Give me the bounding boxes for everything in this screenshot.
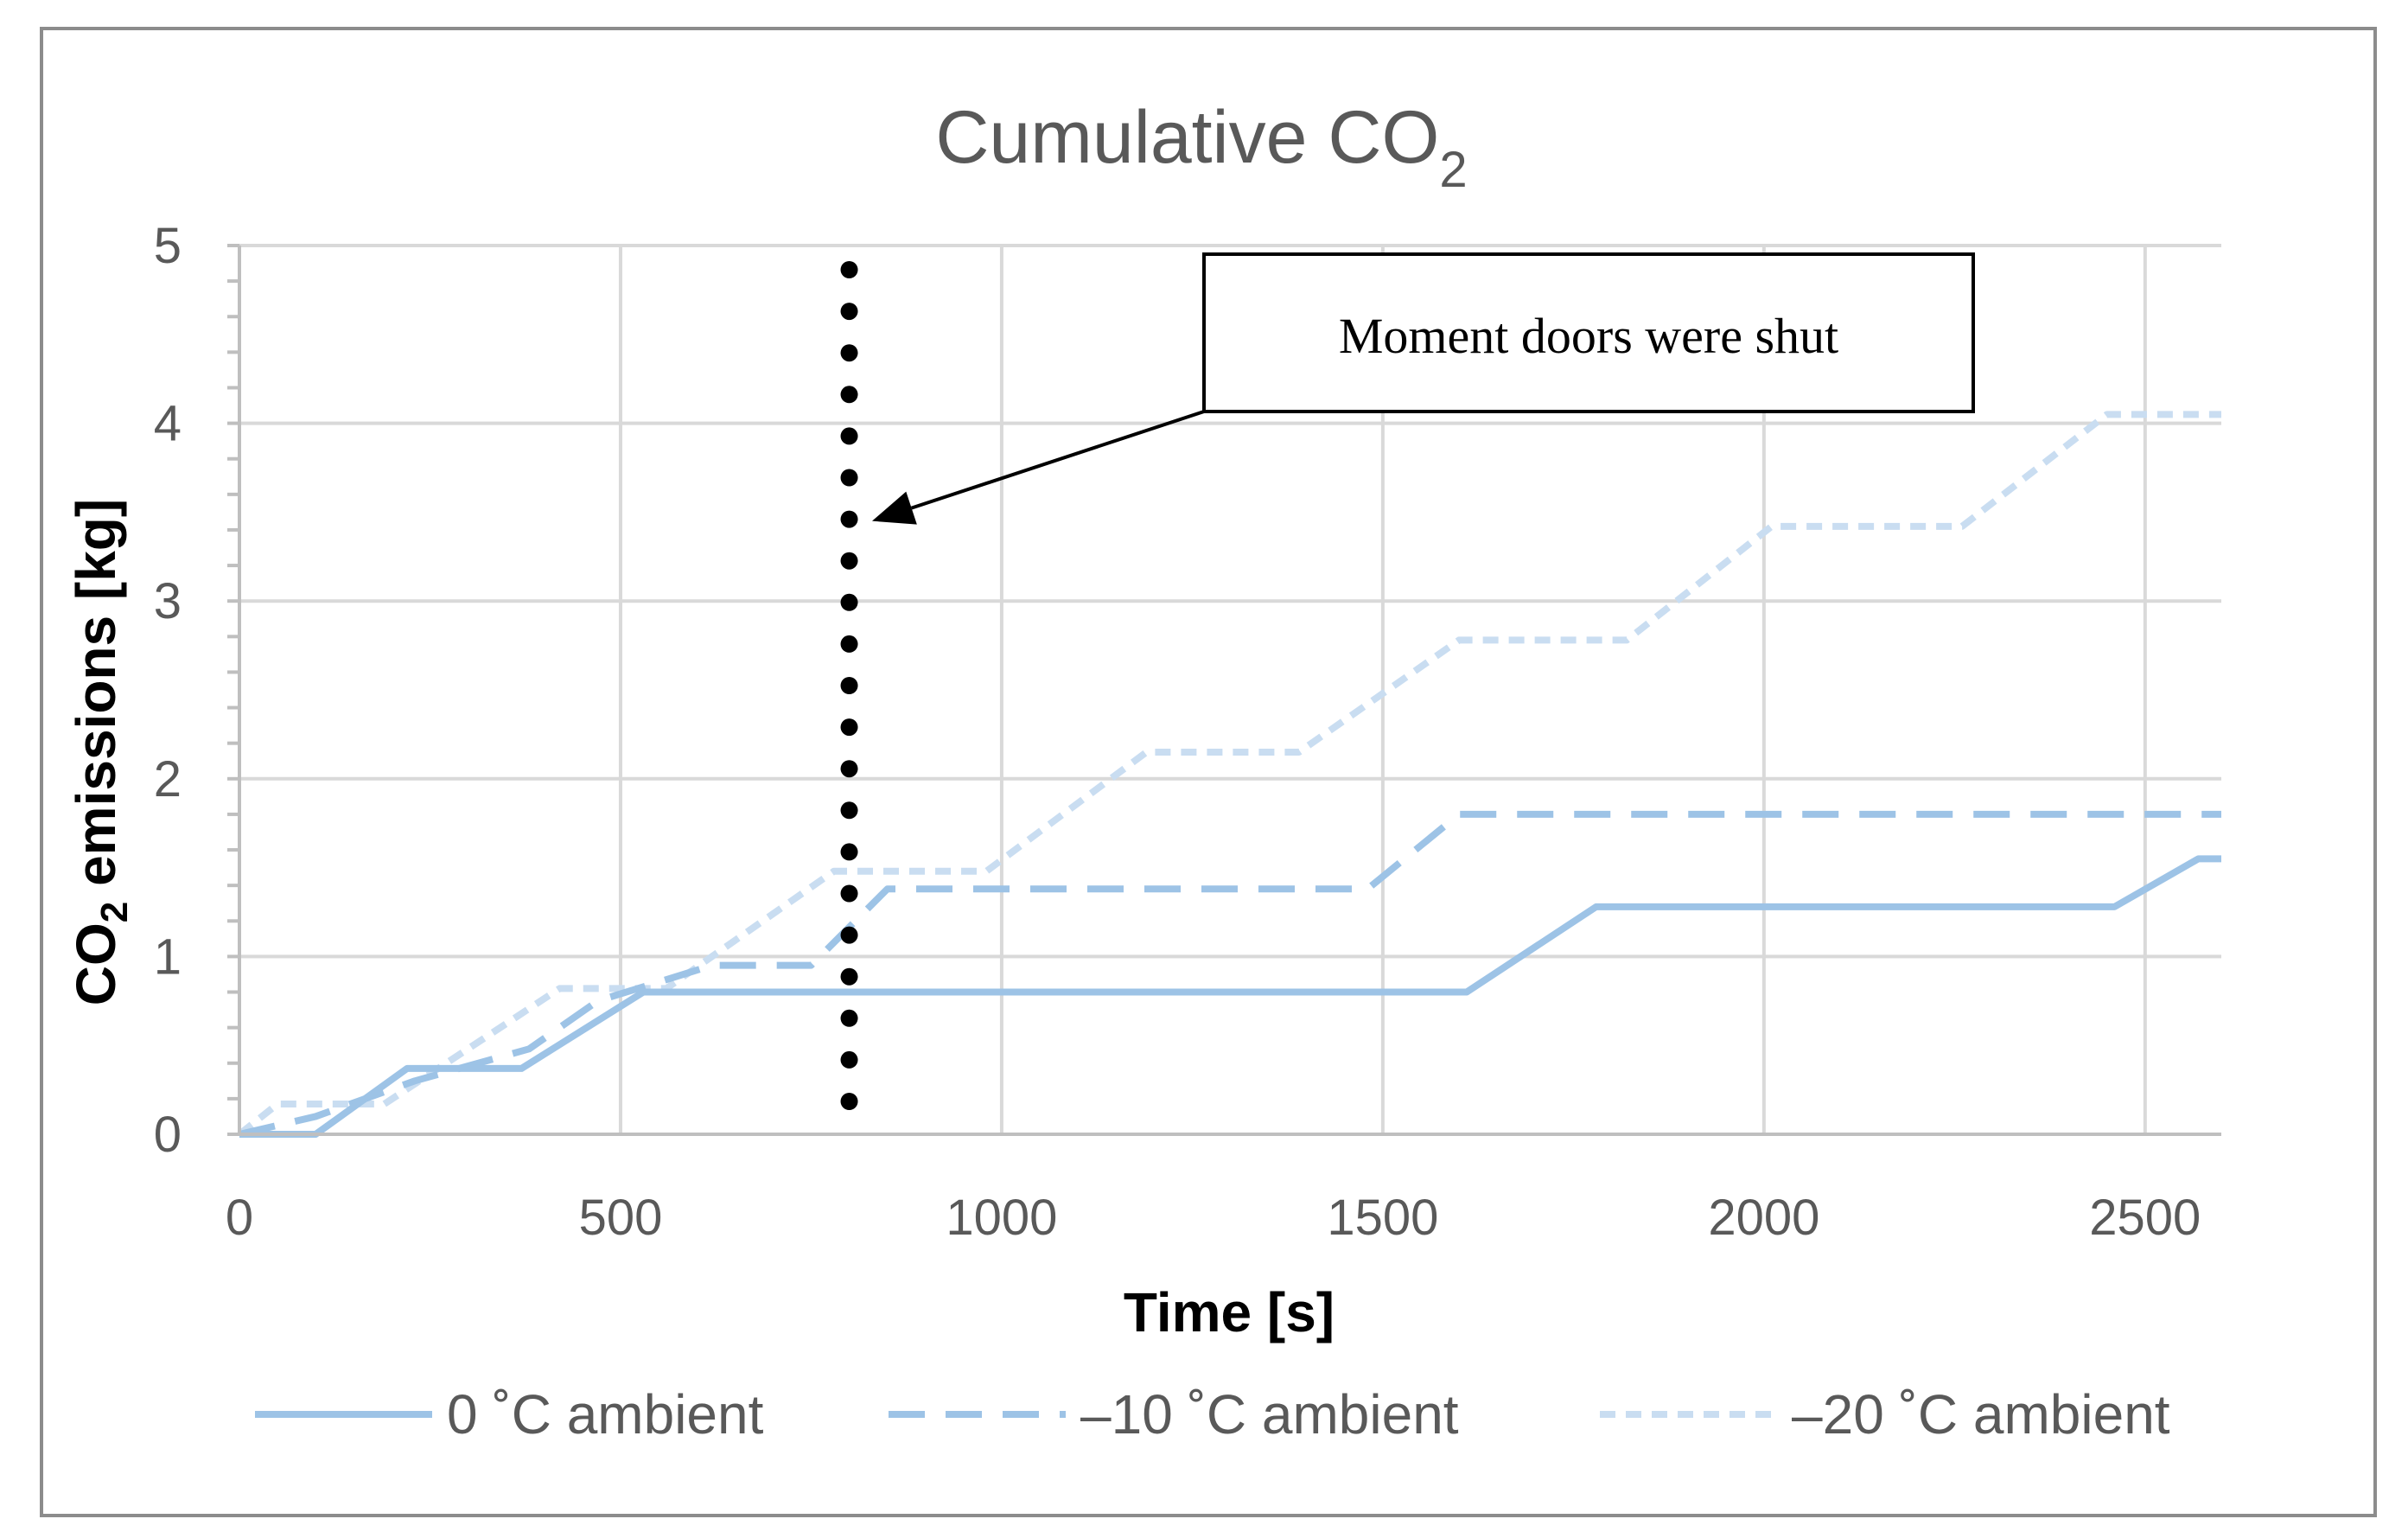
y-tick-label: 1	[154, 929, 182, 985]
axes: 0 1 2 3 4 5 0 500 1000 1500 2000 2500	[154, 218, 2221, 1246]
legend-label-2: –20 ˚C ambient	[1792, 1383, 2170, 1445]
x-tick-label: 2000	[1708, 1190, 1819, 1246]
legend-label-1: –10 ˚C ambient	[1080, 1383, 1459, 1445]
callout-text: Moment doors were shut	[1339, 308, 1838, 364]
y-axis-label-subscript: 2	[93, 902, 136, 922]
chart-title: Cumulative CO2	[935, 96, 1467, 198]
legend: 0 ˚C ambient –10 ˚C ambient –20 ˚C ambient	[255, 1383, 2170, 1445]
series-line-1	[239, 810, 2221, 1138]
y-tick-label: 2	[154, 751, 182, 807]
legend-label-0: 0 ˚C ambient	[447, 1383, 764, 1445]
y-tick-label: 4	[154, 396, 182, 452]
series-line-2	[237, 411, 2221, 1138]
callout-arrow	[910, 410, 1205, 510]
x-axis-label: Time [s]	[1124, 1281, 1335, 1343]
x-tick-label: 1000	[946, 1190, 1057, 1246]
y-axis-label-suffix: emissions [kg]	[65, 499, 127, 902]
y-tick-label: 0	[154, 1107, 182, 1163]
x-tick-label: 1500	[1327, 1190, 1438, 1246]
x-tick-label: 2500	[2089, 1190, 2201, 1246]
chart-title-subscript: 2	[1439, 142, 1467, 198]
y-axis-label-prefix: CO	[65, 922, 127, 1005]
chart-title-text: Cumulative CO	[935, 96, 1439, 179]
series-lines	[237, 411, 2221, 1138]
annotation: Moment doors were shut	[840, 252, 1975, 1143]
y-tick-label: 5	[154, 218, 182, 274]
y-tick-label: 3	[154, 573, 182, 629]
x-tick-label: 0	[226, 1190, 253, 1246]
y-axis-label: CO2 emissions [kg]	[65, 499, 136, 1005]
x-tick-label: 500	[579, 1190, 663, 1246]
callout-arrowhead	[871, 491, 917, 525]
callout-box	[1202, 252, 1975, 413]
series-line-0	[239, 855, 2221, 1138]
